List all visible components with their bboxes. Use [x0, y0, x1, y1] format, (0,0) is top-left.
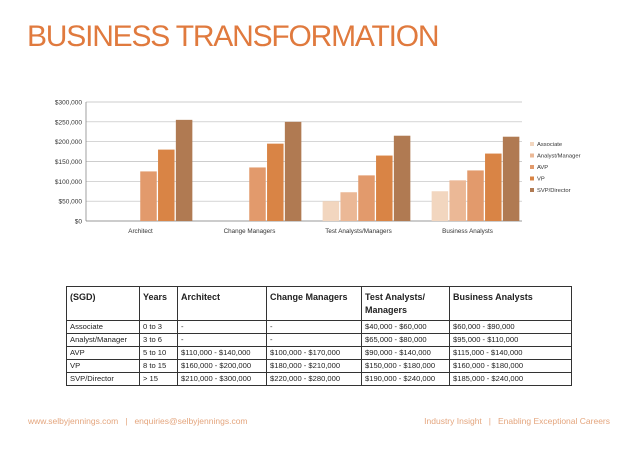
- footer-separator: |: [488, 416, 492, 426]
- table-cell: $90,000 - $140,000: [361, 346, 450, 360]
- table-cell: $160,000 - $200,000: [177, 359, 267, 373]
- table-cell: SVP/Director: [66, 372, 140, 386]
- footer-tag-right: Enabling Exceptional Careers: [498, 416, 610, 426]
- y-tick-label: $150,000: [55, 159, 82, 166]
- table-cell: $190,000 - $240,000: [361, 372, 450, 386]
- legend-swatch: [530, 165, 534, 169]
- bar: [140, 171, 157, 221]
- bar: [502, 136, 520, 221]
- table-cell: $185,000 - $240,000: [449, 372, 572, 386]
- bar: [322, 201, 340, 221]
- chart-bars: [140, 119, 520, 221]
- table-cell: $110,000 - $140,000: [177, 346, 267, 360]
- table-cell: -: [177, 320, 267, 334]
- table-header-row: (SGD) Years Architect Change Managers Te…: [66, 286, 572, 321]
- bar: [467, 170, 484, 221]
- table-header: Years: [139, 286, 178, 321]
- salary-bar-chart: $0 $50,000 $100,000 $150,000 $200,000 $250,00…: [55, 100, 581, 236]
- table-cell: 8 to 15: [139, 359, 178, 373]
- legend-swatch: [530, 153, 534, 158]
- table-row: VP 8 to 15 $160,000 - $200,000 $180,000 …: [66, 359, 572, 373]
- legend-swatch: [530, 188, 534, 192]
- table-header: (SGD): [66, 286, 140, 321]
- table-cell: VP: [66, 359, 140, 373]
- table-header: Change Managers: [266, 286, 362, 321]
- table-cell: 0 to 3: [139, 320, 178, 334]
- chart-x-axis: Architect Change Managers Test Analysts/Ma…: [128, 228, 493, 235]
- table-row: Associate 0 to 3 - - $40,000 - $60,000 $…: [66, 320, 572, 334]
- bar: [284, 121, 302, 221]
- table-cell: 3 to 6: [139, 333, 178, 347]
- table-row: AVP 5 to 10 $110,000 - $140,000 $100,000…: [66, 346, 572, 360]
- chart-legend: Associate Analyst/Manager AVP VP SVP/Directo…: [530, 142, 581, 194]
- table-cell: $100,000 - $170,000: [266, 346, 362, 360]
- table-cell: $95,000 - $110,000: [449, 333, 572, 347]
- chart-y-axis: $0 $50,000 $100,000 $150,000 $200,000 $250,00…: [55, 100, 87, 226]
- bar: [158, 149, 175, 221]
- legend-swatch: [530, 176, 534, 181]
- x-tick-label: Business Analysts: [442, 228, 493, 235]
- table-cell: > 15: [139, 372, 178, 386]
- table-header: Business Analysts: [449, 286, 572, 321]
- table-cell: $115,000 - $140,000: [449, 346, 572, 360]
- table-cell: $180,000 - $210,000: [266, 359, 362, 373]
- bar: [340, 192, 357, 221]
- legend-swatch: [530, 142, 534, 146]
- y-tick-label: $50,000: [59, 199, 83, 206]
- table-cell: -: [266, 320, 362, 334]
- y-tick-label: $100,000: [55, 179, 82, 186]
- bar: [175, 119, 193, 221]
- email-link[interactable]: enquiries@selbyjennings.com: [134, 416, 248, 426]
- table-cell: $40,000 - $60,000: [361, 320, 450, 334]
- bar: [358, 175, 375, 221]
- table-cell: -: [177, 333, 267, 347]
- footer-separator: |: [125, 416, 128, 426]
- bar: [449, 180, 466, 221]
- footer-tagline: Industry Insight | Enabling Exceptional Ca…: [424, 416, 610, 426]
- bar: [485, 153, 502, 221]
- legend-label: SVP/Director: [537, 188, 571, 194]
- table-row: SVP/Director > 15 $210,000 - $300,000 $2…: [66, 372, 572, 386]
- x-tick-label: Architect: [128, 228, 153, 235]
- table-cell: AVP: [66, 346, 140, 360]
- y-tick-label: $200,000: [55, 139, 82, 146]
- footer-contact: www.selbyjennings.com | enquiries@selbyjen…: [28, 416, 248, 426]
- y-tick-label: $300,000: [55, 100, 82, 107]
- x-tick-label: Test Analysts/Managers: [325, 228, 392, 235]
- table-cell: $220,000 - $280,000: [266, 372, 362, 386]
- table-cell: $65,000 - $80,000: [361, 333, 450, 347]
- y-tick-label: $0: [75, 219, 83, 226]
- table-cell: -: [266, 333, 362, 347]
- bar: [249, 167, 266, 221]
- salary-table: (SGD) Years Architect Change Managers Te…: [66, 286, 572, 386]
- bar: [393, 135, 411, 221]
- bar: [431, 191, 449, 221]
- legend-label: AVP: [537, 165, 548, 171]
- bar: [267, 143, 284, 221]
- legend-label: VP: [537, 177, 545, 183]
- table-cell: $60,000 - $90,000: [449, 320, 572, 334]
- y-tick-label: $250,000: [55, 119, 82, 126]
- table-cell: Associate: [66, 320, 140, 334]
- table-cell: $160,000 - $180,000: [449, 359, 572, 373]
- legend-label: Analyst/Manager: [537, 154, 581, 160]
- bar: [376, 155, 393, 221]
- page-title: BUSINESS TRANSFORMATION: [27, 20, 440, 53]
- table-cell: 5 to 10: [139, 346, 178, 360]
- table-cell: $150,000 - $180,000: [361, 359, 450, 373]
- legend-label: Associate: [537, 142, 562, 148]
- table-cell: Analyst/Manager: [66, 333, 140, 347]
- table-row: Analyst/Manager 3 to 6 - - $65,000 - $80…: [66, 333, 572, 347]
- table-cell: $210,000 - $300,000: [177, 372, 267, 386]
- table-header: Test Analysts/ Managers: [361, 286, 450, 321]
- table-header: Architect: [177, 286, 267, 321]
- website-link[interactable]: www.selbyjennings.com: [28, 416, 119, 426]
- footer-tag-left: Industry Insight: [424, 416, 482, 426]
- x-tick-label: Change Managers: [224, 228, 276, 235]
